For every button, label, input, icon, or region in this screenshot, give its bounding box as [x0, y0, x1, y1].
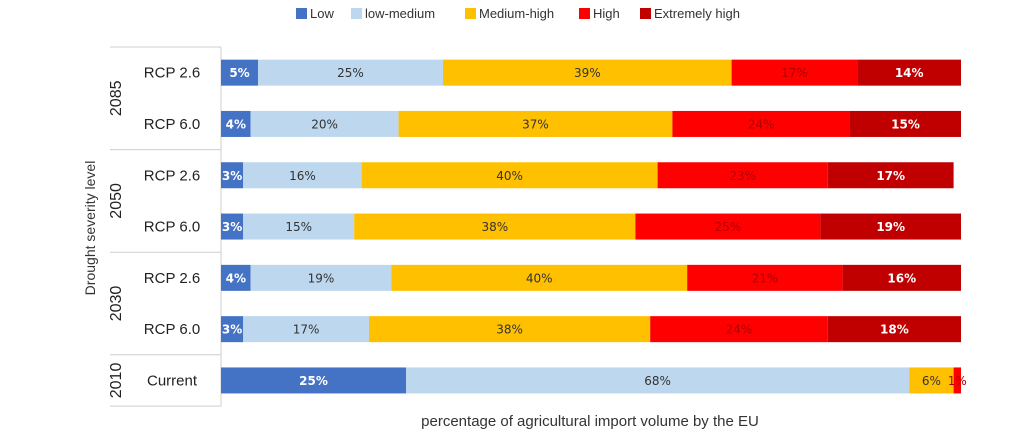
- row-label-4: RCP 2.6: [144, 270, 200, 287]
- data-label-extremely-high-row-0: 14%: [895, 66, 924, 80]
- row-label-0: RCP 2.6: [144, 65, 200, 82]
- row-label-2: RCP 2.6: [144, 167, 200, 184]
- legend-label-low: Low: [310, 6, 334, 21]
- bar-low-medium-row-6: [406, 367, 910, 394]
- data-label-low-row-0: 5%: [229, 66, 249, 80]
- bar-high-row-2: [657, 162, 828, 189]
- data-label-extremely-high-row-4: 16%: [887, 271, 916, 285]
- data-label-medium-high-row-5: 38%: [496, 323, 523, 337]
- data-label-high-row-2: 23%: [729, 169, 756, 183]
- data-label-low-row-5: 3%: [222, 323, 242, 337]
- data-label-extremely-high-row-3: 19%: [876, 220, 905, 234]
- bar-low-medium-row-1: [250, 110, 399, 137]
- bar-medium-high-row-0: [443, 59, 732, 86]
- data-label-extremely-high-row-2: 17%: [876, 169, 905, 183]
- bar-extremely-high-row-0: [857, 59, 961, 86]
- data-label-low-row-4: 4%: [226, 271, 246, 285]
- row-label-5: RCP 6.0: [144, 321, 200, 338]
- bar-extremely-high-row-1: [850, 110, 961, 137]
- data-label-low-medium-row-4: 19%: [308, 271, 335, 285]
- data-label-medium-high-row-0: 39%: [574, 66, 601, 80]
- bar-extremely-high-row-4: [842, 264, 961, 291]
- data-label-medium-high-row-1: 37%: [522, 117, 549, 131]
- bar-medium-high-row-3: [354, 213, 636, 240]
- bar-low-medium-row-2: [243, 162, 362, 189]
- data-label-medium-high-row-3: 38%: [481, 220, 508, 234]
- data-label-low-row-3: 3%: [222, 220, 242, 234]
- bar-extremely-high-row-2: [827, 162, 954, 189]
- data-label-high-row-3: 25%: [715, 220, 742, 234]
- legend-swatch-low: [296, 8, 307, 19]
- legend-label-extremely-high: Extremely high: [654, 6, 740, 21]
- data-label-medium-high-row-6: 6%: [922, 374, 941, 388]
- data-label-low-medium-row-2: 16%: [289, 169, 316, 183]
- bar-medium-high-row-1: [398, 110, 673, 137]
- bar-high-row-3: [635, 213, 821, 240]
- bar-low-row-3: [221, 213, 244, 240]
- data-label-medium-high-row-2: 40%: [496, 169, 523, 183]
- legend-label-medium-high: Medium-high: [479, 6, 554, 21]
- y-axis-label: Drought severity level: [82, 161, 98, 296]
- data-label-high-row-0: 17%: [781, 66, 808, 80]
- legend-swatch-high: [579, 8, 590, 19]
- bar-high-row-5: [650, 316, 828, 343]
- bars: 5% 25% 39% 17% 14% 4% 20% 37% 24% 15% 3% 16% 40% 23% 1…: [221, 59, 967, 394]
- group-label-2030: 2030: [108, 286, 125, 322]
- data-label-low-medium-row-6: 68%: [644, 374, 671, 388]
- data-label-medium-high-row-4: 40%: [526, 271, 553, 285]
- group-labels: 2085 2050 2030 2010: [108, 80, 125, 398]
- bar-extremely-high-row-5: [827, 316, 961, 343]
- group-label-2085: 2085: [108, 80, 125, 116]
- bar-medium-high-row-5: [369, 316, 651, 343]
- row-label-1: RCP 6.0: [144, 116, 200, 133]
- bar-medium-high-row-6: [909, 367, 954, 394]
- legend-label-high: High: [593, 6, 620, 21]
- data-label-extremely-high-row-5: 18%: [880, 323, 909, 337]
- row-label-6: Current: [147, 372, 198, 389]
- bar-high-row-1: [672, 110, 850, 137]
- data-label-low-medium-row-0: 25%: [337, 66, 364, 80]
- data-label-low-row-1: 4%: [226, 117, 246, 131]
- data-label-high-row-4: 21%: [752, 271, 779, 285]
- legend-label-low-medium: low-medium: [365, 6, 435, 21]
- legend-swatch-extremely-high: [640, 8, 651, 19]
- data-label-high-row-1: 24%: [748, 117, 775, 131]
- bar-low-row-6: [221, 367, 406, 394]
- bar-high-row-4: [687, 264, 843, 291]
- data-label-low-medium-row-1: 20%: [311, 117, 338, 131]
- legend: Low low-medium Medium-high High Extremely hi…: [296, 6, 740, 21]
- bar-low-row-2: [221, 162, 244, 189]
- bar-low-medium-row-4: [250, 264, 392, 291]
- data-label-low-row-6: 25%: [299, 374, 328, 388]
- legend-swatch-medium-high: [465, 8, 476, 19]
- bar-low-row-5: [221, 316, 244, 343]
- row-label-3: RCP 6.0: [144, 219, 200, 236]
- bar-low-medium-row-0: [258, 59, 443, 86]
- legend-swatch-low-medium: [351, 8, 362, 19]
- bar-low-row-4: [221, 264, 251, 291]
- x-axis-label: percentage of agricultural import volume…: [421, 413, 759, 430]
- bar-low-medium-row-5: [243, 316, 369, 343]
- row-labels: RCP 2.6 RCP 6.0 RCP 2.6 RCP 6.0 RCP 2.6 RCP 6…: [144, 65, 200, 390]
- data-label-high-row-6: 1%: [948, 374, 967, 388]
- data-label-high-row-5: 24%: [726, 323, 753, 337]
- bar-extremely-high-row-3: [820, 213, 961, 240]
- bar-high-row-6: [953, 367, 961, 394]
- bar-high-row-0: [731, 59, 858, 86]
- bar-medium-high-row-2: [361, 162, 658, 189]
- group-label-2050: 2050: [108, 183, 125, 219]
- group-label-2010: 2010: [108, 363, 125, 399]
- data-label-low-medium-row-5: 17%: [293, 323, 320, 337]
- bar-medium-high-row-4: [391, 264, 688, 291]
- bar-low-row-1: [221, 110, 251, 137]
- data-label-low-row-2: 3%: [222, 169, 242, 183]
- data-label-extremely-high-row-1: 15%: [891, 117, 920, 131]
- bar-low-row-0: [221, 59, 258, 86]
- bar-low-medium-row-3: [243, 213, 355, 240]
- data-label-low-medium-row-3: 15%: [285, 220, 312, 234]
